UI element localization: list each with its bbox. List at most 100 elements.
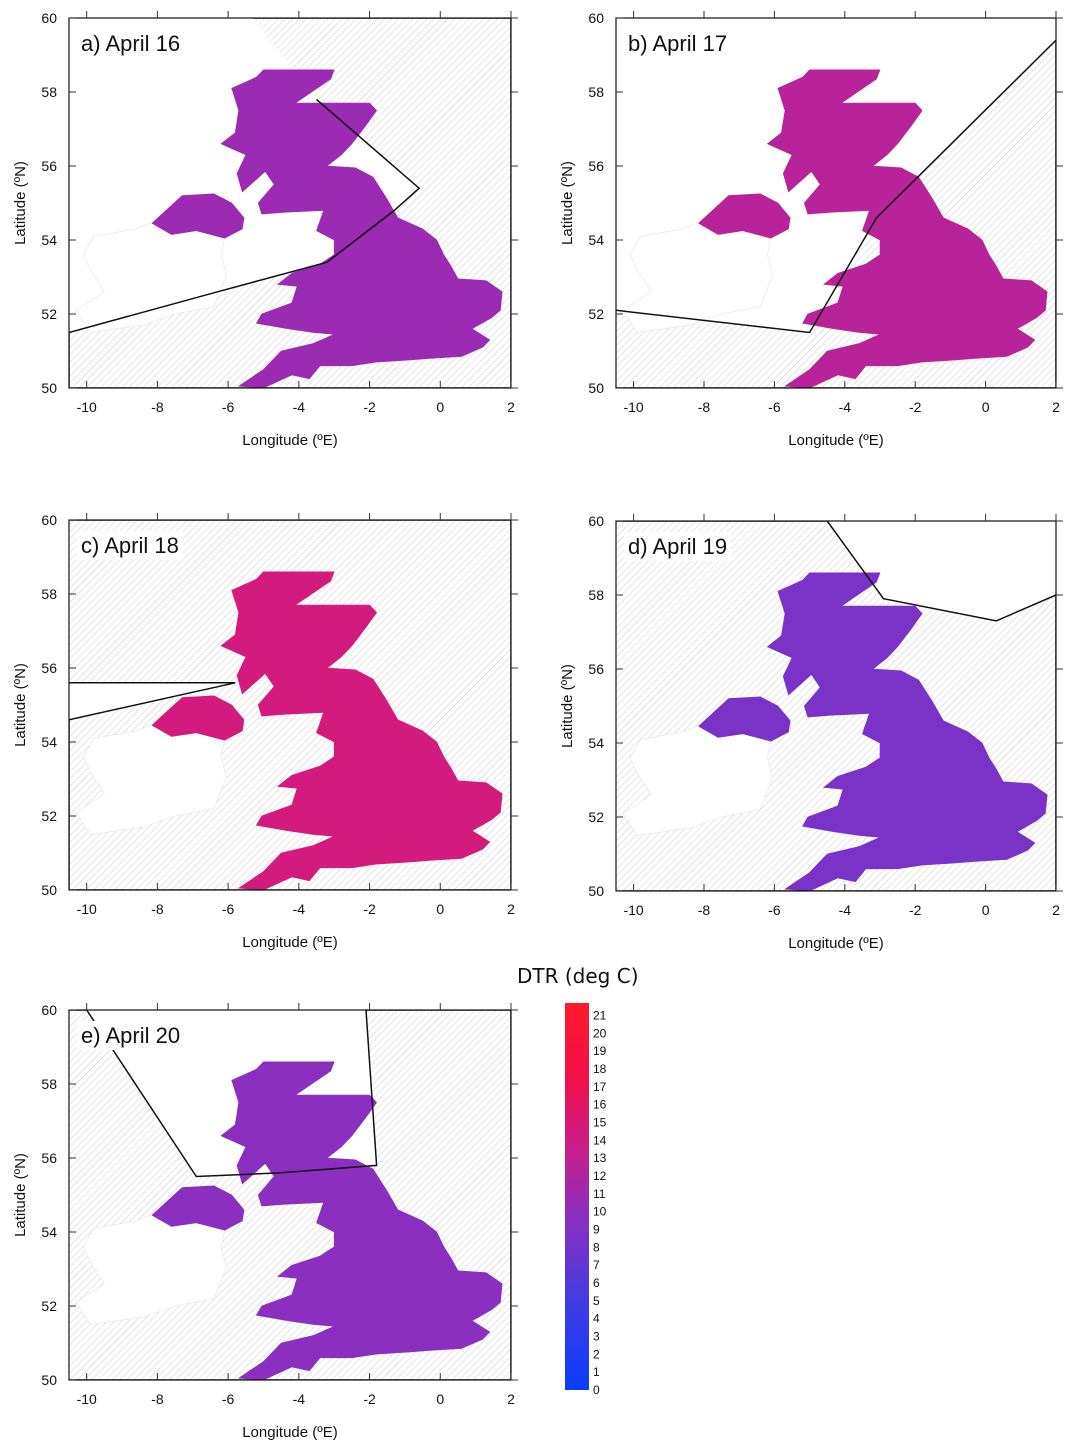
great-britain-dtr-field: [766, 572, 1048, 891]
great-britain-dtr-field: [220, 69, 503, 388]
x-tick-label: -4: [293, 399, 306, 415]
y-tick-label: 50: [41, 380, 57, 396]
y-tick-label: 60: [588, 513, 604, 529]
x-tick-label: 0: [982, 399, 990, 415]
y-tick-label: 60: [588, 10, 604, 26]
northern-ireland-dtr-field: [698, 193, 791, 239]
x-tick-label: 2: [1052, 399, 1060, 415]
colorbar-tick-label: 0: [593, 1383, 600, 1397]
colorbar-tick-label: 13: [593, 1151, 607, 1165]
y-tick-label: 58: [41, 1076, 57, 1092]
y-tick-label: 56: [588, 158, 604, 174]
y-tick-label: 50: [41, 1372, 57, 1388]
y-tick-label: 54: [588, 232, 604, 248]
panel-title-background: [77, 531, 183, 560]
x-tick-label: -10: [77, 1391, 97, 1407]
colorbar-tick-label: 11: [593, 1187, 606, 1201]
colorbar-tick-label: 21: [593, 1008, 607, 1022]
colorbar-tick-label: 17: [593, 1080, 607, 1094]
x-tick-label: -8: [151, 1391, 164, 1407]
y-axis-label: Latitude (ºN): [12, 663, 29, 747]
map-panel-d: -10 -8 -6 -4 -2 0 2 50 52 54 56 58 60 Longitude (ºE) L…: [559, 513, 1063, 952]
y-tick-label: 54: [41, 232, 57, 248]
y-axis-label: Latitude (ºN): [559, 161, 576, 245]
great-britain-dtr-field: [220, 1061, 503, 1380]
x-tick-label: -4: [293, 901, 306, 917]
x-tick-label: -6: [222, 1391, 235, 1407]
colorbar-tick-label: 20: [593, 1026, 607, 1040]
colorbar-title: DTR (deg C): [517, 964, 639, 988]
boundary-line: [616, 521, 1056, 891]
x-tick-label: -6: [222, 399, 235, 415]
x-tick-label: -8: [151, 901, 164, 917]
y-tick-label: 54: [41, 734, 57, 750]
x-tick-label: -4: [839, 902, 852, 918]
colorbar-tick-label: 4: [593, 1312, 600, 1326]
x-tick-label: -8: [698, 902, 711, 918]
y-tick-label: 52: [588, 306, 604, 322]
boundary-line: [69, 520, 511, 890]
panel-title: c) April 18: [81, 533, 179, 558]
colorbar-tick-label: 9: [593, 1222, 600, 1236]
x-tick-label: -6: [768, 399, 781, 415]
x-tick-label: 2: [507, 399, 515, 415]
x-tick-label: 2: [507, 901, 515, 917]
colorbar-tick-label: 19: [593, 1044, 607, 1058]
boundary-line: [69, 18, 511, 388]
panel-title-background: [77, 29, 185, 58]
boundary-line: [616, 39, 1056, 388]
x-tick-label: -6: [768, 902, 781, 918]
y-tick-label: 52: [588, 809, 604, 825]
panel-title: e) April 20: [81, 1023, 180, 1048]
colorbar-tick-label: 15: [593, 1115, 607, 1129]
map-panel-c: -10 -8 -6 -4 -2 0 2 50 52 54 56 58 60 Longitude (ºE) L…: [12, 512, 518, 951]
y-tick-label: 54: [41, 1224, 57, 1240]
y-tick-label: 60: [41, 10, 57, 26]
great-britain-dtr-field: [766, 69, 1048, 388]
northern-ireland-dtr-field: [151, 695, 245, 741]
x-tick-label: -10: [77, 901, 97, 917]
x-tick-label: -4: [839, 399, 852, 415]
x-tick-label: -10: [623, 399, 643, 415]
panel-title-background: [624, 532, 732, 561]
y-tick-label: 58: [588, 84, 604, 100]
x-tick-label: -2: [909, 399, 922, 415]
x-tick-label: -10: [77, 399, 97, 415]
ireland-landmass: [622, 221, 773, 333]
colorbar-tick-label: 1: [593, 1365, 600, 1379]
northern-ireland-dtr-field: [698, 696, 791, 742]
x-tick-label: 0: [436, 399, 444, 415]
x-axis-label: Longitude (ºE): [788, 935, 884, 952]
colorbar-tick-label: 14: [593, 1133, 607, 1147]
x-tick-label: 0: [436, 901, 444, 917]
y-tick-label: 60: [41, 512, 57, 528]
y-tick-label: 56: [41, 158, 57, 174]
x-tick-label: -2: [363, 901, 376, 917]
y-tick-label: 50: [588, 883, 604, 899]
panel-title: b) April 17: [628, 31, 727, 56]
y-tick-label: 56: [41, 660, 57, 676]
x-tick-label: -2: [363, 1391, 376, 1407]
y-axis-label: Latitude (ºN): [559, 664, 576, 748]
x-tick-label: -2: [363, 399, 376, 415]
colorbar-tick-label: 6: [593, 1276, 600, 1290]
map-frame: [615, 520, 1057, 892]
panel-title: a) April 16: [81, 31, 180, 56]
colorbar-gradient: [565, 1003, 589, 1390]
colorbar-tick-label: 5: [593, 1294, 600, 1308]
map-frame: [68, 17, 512, 389]
y-tick-label: 58: [41, 586, 57, 602]
x-tick-label: 0: [436, 1391, 444, 1407]
x-tick-label: -6: [222, 901, 235, 917]
x-tick-label: 2: [1052, 902, 1060, 918]
colorbar-tick-label: 16: [593, 1098, 607, 1112]
y-tick-label: 52: [41, 1298, 57, 1314]
y-tick-label: 52: [41, 808, 57, 824]
colorbar-tick-label: 10: [593, 1205, 607, 1219]
northern-ireland-dtr-field: [151, 193, 245, 239]
y-tick-label: 56: [588, 661, 604, 677]
boundary-line: [69, 1010, 511, 1380]
colorbar-tick-label: 8: [593, 1240, 600, 1254]
x-tick-label: 0: [982, 902, 990, 918]
